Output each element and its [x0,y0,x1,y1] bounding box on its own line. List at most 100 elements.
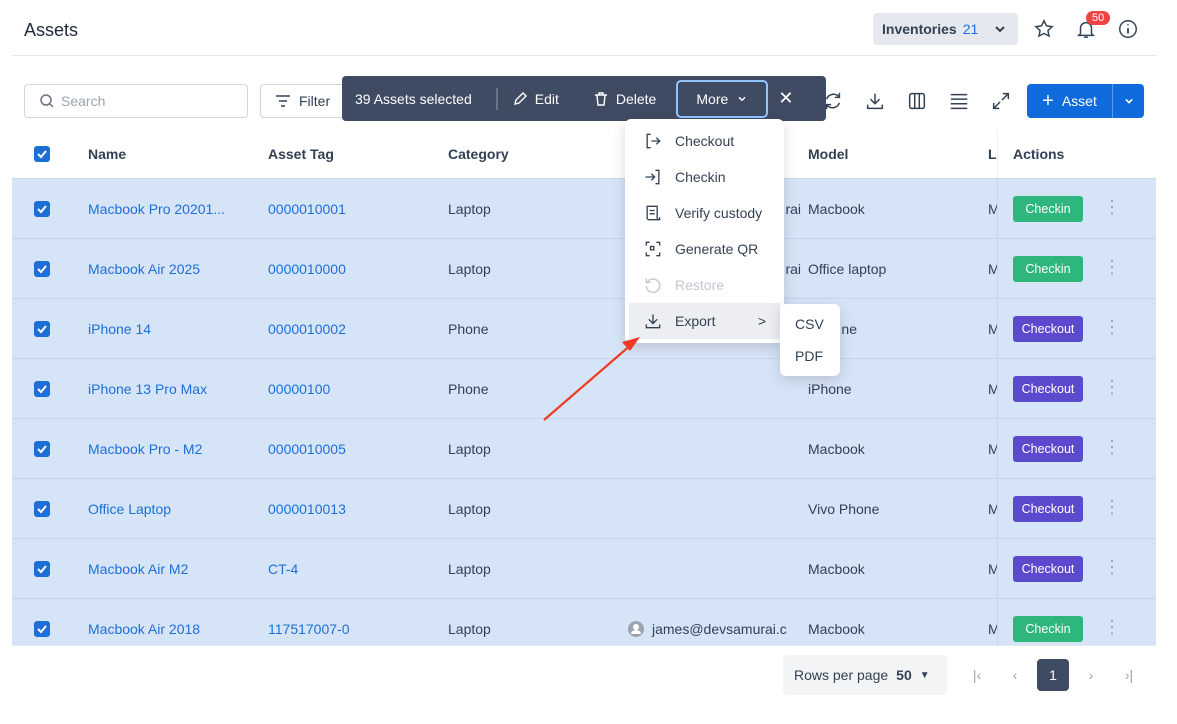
asset-name-link[interactable]: Macbook Pro - M2 [88,440,203,457]
category-cell: Laptop [448,260,491,277]
menu-item-verify-custody[interactable]: Verify custody [625,195,784,231]
column-name[interactable]: Name [88,146,127,162]
download-icon[interactable] [864,90,886,112]
more-vertical-icon[interactable]: ⋮ [1103,197,1121,217]
add-asset-button[interactable]: + Asset [1027,84,1144,118]
table-row[interactable]: Macbook Air M2 CT-4 Laptop Macbook M Che… [12,538,1156,598]
asset-tag-link[interactable]: CT-4 [268,560,299,577]
asset-tag-link[interactable]: 0000010000 [268,260,346,277]
edit-button[interactable]: Edit [512,91,559,107]
prev-page-button[interactable]: ‹ [1012,667,1018,683]
asset-name-link[interactable]: iPhone 13 Pro Max [88,380,208,397]
menu-item-label: Export [675,313,716,329]
table-row[interactable]: iPhone 14 0000010002 Phone iPhone M Chec… [12,298,1156,358]
rows-per-page-select[interactable]: Rows per page 50 ▼ [783,655,947,695]
column-last[interactable]: L [988,146,997,162]
checkin-button[interactable]: Checkin [1013,616,1083,642]
assignee-email: james@devsamurai [785,200,801,217]
menu-item-checkout[interactable]: Checkout [625,123,784,159]
model-cell: Macbook [808,620,865,637]
menu-item-generate-qr[interactable]: Generate QR [625,231,784,267]
table-row[interactable]: iPhone 13 Pro Max 00000100 Phone iPhone … [12,358,1156,418]
asset-name-link[interactable]: Macbook Air 2025 [88,260,201,277]
columns-icon[interactable] [906,90,928,112]
more-vertical-icon[interactable]: ⋮ [1103,617,1121,637]
row-checkbox[interactable] [34,200,50,217]
asset-tag-link[interactable]: 0000010005 [268,440,346,457]
category-cell: Phone [448,380,489,397]
checkout-button[interactable]: Checkout [1013,376,1083,402]
density-icon[interactable] [948,90,970,112]
last-cell: M [988,620,997,637]
add-asset-dropdown[interactable] [1113,93,1144,109]
export-csv[interactable]: CSV [795,316,824,332]
row-checkbox[interactable] [34,620,50,637]
last-cell: M [988,320,997,337]
page-title: Assets [24,20,79,40]
export-pdf[interactable]: PDF [795,348,823,364]
info-icon[interactable] [1117,18,1139,40]
column-asset-tag[interactable]: Asset Tag [268,146,334,162]
search-input[interactable]: Search [24,84,248,118]
last-page-button[interactable]: ›| [1124,667,1134,683]
row-checkbox[interactable] [34,560,50,577]
next-page-button[interactable]: › [1088,667,1094,683]
more-vertical-icon[interactable]: ⋮ [1103,257,1121,277]
checkout-button[interactable]: Checkout [1013,496,1083,522]
menu-item-label: Generate QR [675,241,759,257]
asset-tag-link[interactable]: 0000010002 [268,320,346,337]
menu-item-checkin[interactable]: Checkin [625,159,784,195]
menu-item-label: Restore [675,277,725,293]
asset-tag-link[interactable]: 0000010001 [268,200,346,217]
more-vertical-icon[interactable]: ⋮ [1103,377,1121,397]
filter-button[interactable]: Filter [260,84,350,118]
row-checkbox[interactable] [34,260,50,277]
asset-name-link[interactable]: iPhone 14 [88,320,152,337]
pencil-icon [513,91,527,105]
category-cell: Laptop [448,560,491,577]
checkout-button[interactable]: Checkout [1013,556,1083,582]
more-vertical-icon[interactable]: ⋮ [1103,497,1121,517]
first-page-button[interactable]: |‹ [972,667,982,683]
more-button[interactable]: More [676,79,769,118]
select-all-checkbox[interactable] [34,146,50,162]
asset-name-link[interactable]: Macbook Air M2 [88,560,189,577]
star-icon[interactable] [1033,18,1055,40]
more-vertical-icon[interactable]: ⋮ [1103,317,1121,337]
table-row[interactable]: Macbook Pro - M2 0000010005 Laptop Macbo… [12,418,1156,478]
row-checkbox[interactable] [34,440,50,457]
column-model[interactable]: Model [808,146,849,162]
checkin-button[interactable]: Checkin [1013,196,1083,222]
checkin-button[interactable]: Checkin [1013,256,1083,282]
inventories-dropdown[interactable]: Inventories 21 [873,13,1018,45]
checkout-button[interactable]: Checkout [1013,436,1083,462]
row-checkbox[interactable] [34,320,50,337]
asset-tag-link[interactable]: 0000010013 [268,500,346,517]
selected-count: 39 Assets selected [355,90,472,107]
rows-per-page-label: Rows per page [794,667,889,683]
asset-name-link[interactable]: Macbook Air 2018 [88,620,201,637]
inventories-count: 21 [962,21,979,37]
delete-button[interactable]: Delete [593,91,656,107]
asset-tag-link[interactable]: 117517007-0 [268,620,350,637]
asset-name-link[interactable]: Macbook Pro 20201... [88,200,225,217]
close-icon[interactable]: ✕ [778,88,794,108]
row-checkbox[interactable] [34,380,50,397]
menu-item-export[interactable]: Export > [629,303,780,339]
asset-tag-link[interactable]: 00000100 [268,380,331,397]
asset-name-link[interactable]: Office Laptop [88,500,172,517]
current-page[interactable]: 1 [1037,659,1069,691]
row-checkbox[interactable] [34,500,50,517]
table-row[interactable]: Macbook Pro 20201... 0000010001 Laptop j… [12,178,1156,238]
refresh-icon[interactable] [822,90,844,112]
column-category[interactable]: Category [448,146,509,162]
more-vertical-icon[interactable]: ⋮ [1103,557,1121,577]
table-row[interactable]: Macbook Air 2025 0000010000 Laptop james… [12,238,1156,298]
checkout-button[interactable]: Checkout [1013,316,1083,342]
menu-item-label: Verify custody [675,205,763,221]
fullscreen-icon[interactable] [990,90,1012,112]
more-vertical-icon[interactable]: ⋮ [1103,437,1121,457]
last-cell: M [988,380,997,397]
table-row[interactable]: Office Laptop 0000010013 Laptop Vivo Pho… [12,478,1156,538]
filter-label: Filter [299,93,331,109]
